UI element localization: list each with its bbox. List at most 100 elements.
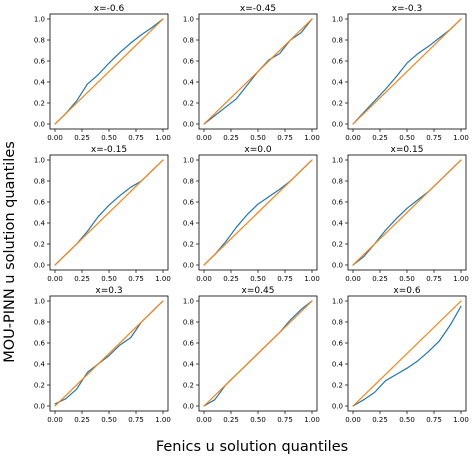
x-tick-label: 0.25 [74, 275, 90, 283]
reference-diagonal-line [54, 300, 164, 407]
x-tick-label: 0.00 [196, 275, 212, 283]
x-tick-label: 0.75 [277, 275, 293, 283]
y-tick-label: 0.4 [34, 361, 46, 369]
x-tick-label: 0.75 [426, 275, 442, 283]
y-tick-label: 0.4 [332, 220, 344, 228]
x-tick-label: 0.75 [277, 416, 293, 424]
x-tick-label: 0.75 [128, 416, 144, 424]
x-tick-label: 0.50 [101, 275, 117, 283]
subplot-panel: x=0.45 0.00 0.25 0.50 0.75 1.00 0.0 0.2 0.4 0.6 0.… [183, 286, 320, 424]
y-tick-label: 1.0 [183, 157, 194, 165]
subplot-panel: x=0.6 0.00 0.25 0.50 0.75 1.00 0.0 0.2 0.4 0.6 0.8… [332, 286, 469, 424]
x-tick-label: 1.00 [453, 134, 469, 142]
y-tick-label: 0.2 [34, 100, 45, 108]
y-tick-label: 0.6 [183, 340, 195, 348]
y-tick-label: 0.6 [34, 340, 46, 348]
y-tick-label: 0.2 [332, 382, 343, 390]
y-tick-label: 0.8 [332, 319, 343, 327]
subplot-panel: x=-0.45 0.00 0.25 0.50 0.75 1.00 0.0 0.2 0.4 0.6 0… [183, 4, 320, 142]
y-tick-label: 0.0 [34, 262, 45, 270]
subplot-panel: x=-0.6 0.00 0.25 0.50 0.75 1.00 0.0 0.2 0.4 0.6 0.… [34, 4, 171, 142]
reference-diagonal-line [352, 18, 462, 125]
y-tick-label: 1.0 [332, 157, 343, 165]
x-tick-label: 0.25 [74, 134, 90, 142]
x-tick-label: 0.00 [196, 416, 212, 424]
x-tick-label: 0.50 [101, 416, 117, 424]
y-tick-label: 0.2 [34, 382, 45, 390]
x-tick-label: 0.75 [128, 275, 144, 283]
subplot-panels: x=-0.6 0.00 0.25 0.50 0.75 1.00 0.0 0.2 0.4 0.6 0.… [34, 4, 469, 424]
x-tick-label: 1.00 [155, 134, 171, 142]
x-tick-label: 0.00 [345, 134, 361, 142]
y-tick-label: 1.0 [34, 157, 45, 165]
y-tick-label: 1.0 [332, 16, 343, 24]
y-tick-label: 0.8 [183, 319, 194, 327]
subplot-title: x=-0.15 [91, 145, 127, 155]
x-tick-label: 0.00 [47, 275, 63, 283]
x-tick-label: 0.25 [223, 134, 239, 142]
x-tick-label: 1.00 [304, 416, 320, 424]
x-tick-label: 0.50 [250, 416, 266, 424]
subplot-title: x=0.0 [244, 145, 271, 155]
y-tick-label: 0.8 [183, 37, 194, 45]
x-tick-label: 0.50 [399, 416, 415, 424]
y-tick-label: 0.8 [34, 319, 45, 327]
reference-diagonal-line [54, 18, 164, 125]
x-tick-label: 1.00 [453, 416, 469, 424]
y-tick-label: 0.4 [332, 79, 344, 87]
model-quantile-line [54, 18, 164, 125]
y-tick-label: 0.2 [183, 382, 194, 390]
x-tick-label: 1.00 [304, 275, 320, 283]
subplot-title: x=-0.3 [392, 4, 422, 14]
y-tick-label: 0.6 [183, 199, 195, 207]
y-tick-label: 0.4 [34, 220, 46, 228]
y-tick-label: 0.0 [183, 262, 194, 270]
y-tick-label: 0.4 [183, 361, 195, 369]
x-tick-label: 0.75 [426, 134, 442, 142]
x-tick-label: 1.00 [304, 134, 320, 142]
y-tick-label: 0.6 [332, 340, 344, 348]
subplot-title: x=-0.6 [94, 4, 125, 14]
y-tick-label: 0.8 [332, 178, 343, 186]
y-tick-label: 0.0 [183, 121, 194, 129]
subplot-title: x=0.3 [95, 286, 122, 296]
y-tick-label: 0.8 [183, 178, 194, 186]
x-tick-label: 0.25 [74, 416, 90, 424]
y-tick-label: 0.6 [183, 58, 195, 66]
subplot-panel: x=0.3 0.00 0.25 0.50 0.75 1.00 0.0 0.2 0.4 0.6 0.8… [34, 286, 171, 424]
x-tick-label: 1.00 [453, 275, 469, 283]
y-tick-label: 0.2 [34, 241, 45, 249]
subplot-panel: x=-0.15 0.00 0.25 0.50 0.75 1.00 0.0 0.2 0.4 0.6 0… [34, 145, 171, 283]
y-tick-label: 1.0 [34, 16, 45, 24]
y-tick-label: 1.0 [332, 298, 343, 306]
reference-diagonal-line [54, 159, 164, 266]
y-tick-label: 0.4 [332, 361, 344, 369]
y-tick-label: 0.0 [34, 403, 45, 411]
y-tick-label: 0.6 [332, 199, 344, 207]
y-tick-label: 0.4 [34, 79, 46, 87]
figure-ylabel: MOU-PINN u solution quantiles [2, 141, 18, 363]
x-tick-label: 0.25 [372, 134, 388, 142]
y-tick-label: 0.0 [332, 403, 343, 411]
x-tick-label: 1.00 [155, 416, 171, 424]
x-tick-label: 0.00 [196, 134, 212, 142]
subplot-title: x=0.45 [242, 286, 275, 296]
reference-diagonal-line [352, 159, 462, 266]
subplot-panel: x=-0.3 0.00 0.25 0.50 0.75 1.00 0.0 0.2 0.4 0.6 0.… [332, 4, 469, 142]
subplot-title: x=-0.45 [240, 4, 276, 14]
y-tick-label: 0.6 [34, 58, 46, 66]
y-tick-label: 0.2 [332, 241, 343, 249]
y-tick-label: 1.0 [183, 298, 194, 306]
subplot-title: x=0.6 [393, 286, 420, 296]
x-tick-label: 0.75 [426, 416, 442, 424]
subplot-title: x=0.15 [391, 145, 424, 155]
x-tick-label: 0.75 [128, 134, 144, 142]
y-tick-label: 0.0 [332, 262, 343, 270]
y-tick-label: 0.6 [332, 58, 344, 66]
x-tick-label: 1.00 [155, 275, 171, 283]
reference-diagonal-line [203, 300, 313, 407]
y-tick-label: 0.4 [183, 220, 195, 228]
y-tick-label: 0.0 [183, 403, 194, 411]
x-tick-label: 0.00 [345, 416, 361, 424]
subplot-panel: x=0.0 0.00 0.25 0.50 0.75 1.00 0.0 0.2 0.4 0.6 0.8… [183, 145, 320, 283]
